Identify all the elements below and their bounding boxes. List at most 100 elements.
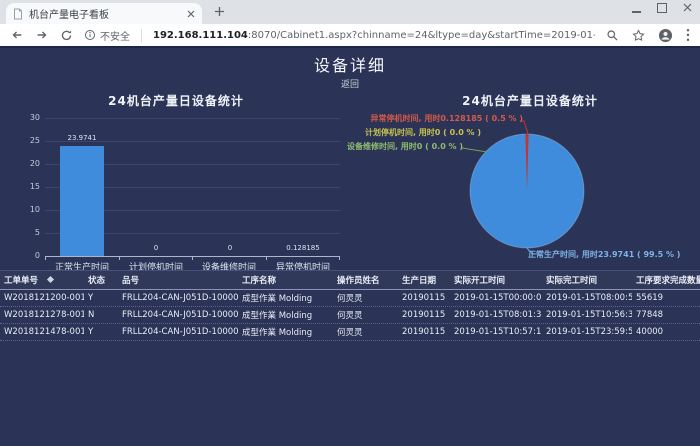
cell-required-qty: 55619 [636,293,664,303]
table-row: W2018121278-001 N FRLL204-CAN-J051D-1000… [0,307,700,324]
header-actual-finish: 实际完工时间 [546,276,598,286]
pie-label-normal: 正常生产时间, 用时23.9741 ( 99.5 % ) [528,250,681,259]
new-tab-button[interactable] [214,6,225,17]
x-axis-label: 设备维修时间 [201,263,256,273]
cell-operator: 何灵灵 [337,294,363,304]
pie-slice-abnormal [525,134,529,191]
bookmark-star-icon[interactable] [632,28,645,42]
reload-icon[interactable] [60,29,73,42]
cell-actual-finish: 2019-01-15T10:56:30.14 [546,310,632,320]
cell-work-order: W2018121478-001 [4,327,84,337]
gridline [45,141,340,142]
bar-value-label: 0.128185 [286,244,320,252]
work-order-table: 工单单号 状态 品号 工序名称 操作员姓名 生产日期 实际开工时间 实际完工时间… [0,270,700,341]
pie-chart-title: 24机台产量日设备统计 [462,94,598,108]
gridline [45,164,340,165]
header-operator: 操作员姓名 [337,276,380,286]
header-status: 状态 [88,276,106,286]
table-header-row: 工单单号 状态 品号 工序名称 操作员姓名 生产日期 实际开工时间 实际完工时间… [0,270,700,290]
bar-value-label: 0 [227,244,233,252]
header-actual-start: 实际开工时间 [454,276,506,286]
leader-line-normal [526,247,540,255]
bar-normal-production [60,146,104,256]
back-link[interactable]: 返回 [340,80,359,90]
pie-chart [461,120,585,255]
leader-line-abnormal [520,120,529,135]
page-favicon-icon [13,8,23,20]
back-icon[interactable] [10,28,24,42]
header-process-name: 工序名称 [242,276,277,286]
cell-required-qty: 40000 [636,327,664,337]
pie-label-abnormal: 异常停机时间, 用时0.128185 ( 0.5 % ) [370,114,523,123]
zoom-icon[interactable] [606,29,619,42]
address-separator [141,28,142,42]
window-controls [632,1,692,14]
cell-operator: 何灵灵 [337,328,363,338]
profile-avatar-icon[interactable] [658,28,673,43]
x-axis-tickmark [339,256,340,260]
cell-actual-finish: 2019-01-15T08:00:51.52 [546,293,632,303]
cell-production-date: 20190115 [402,327,446,337]
x-axis-label: 正常生产时间 [54,263,109,273]
forward-icon[interactable] [35,28,49,42]
cell-status: N [88,310,95,320]
url-path: :8070/Cabinet1.aspx?chinname=24&ltype=da… [247,29,595,41]
x-axis-tickmark [192,256,193,260]
address-bar: 不安全 192.168.111.104:8070/Cabinet1.aspx?c… [0,24,700,46]
gridline [45,233,340,234]
cell-actual-finish: 2019-01-15T23:59:51.75 [546,327,632,337]
y-axis-tick: 30 [29,113,40,122]
y-axis-tick: 0 [34,251,40,260]
y-axis-tick: 15 [29,182,40,191]
window-minimize-icon[interactable] [632,3,641,13]
tab-title: 机台产量电子看板 [29,10,109,21]
cell-status: Y [88,293,94,303]
cell-part-number: FRLL204-CAN-J051D-10000N [122,293,238,303]
x-axis-label: 异常停机时间 [275,263,330,273]
gridline [45,118,340,119]
y-axis-tick: 25 [29,136,40,145]
window-maximize-icon[interactable] [657,2,667,13]
sort-icon[interactable] [46,275,55,284]
content-divider [0,46,700,48]
gridline [45,210,340,211]
cell-production-date: 20190115 [402,293,446,303]
cell-actual-start: 2019-01-15T00:00:05.24 [454,293,542,303]
url-host: 192.168.111.104 [153,29,248,41]
pie-label-planned: 计划停机时间, 用时0 ( 0.0 % ) [364,128,481,137]
gridline [45,187,340,188]
header-work-order[interactable]: 工单单号 [0,274,84,286]
cell-operator: 何灵灵 [337,311,363,321]
cell-work-order: W2018121200-001 [4,293,84,303]
url-field[interactable]: 192.168.111.104:8070/Cabinet1.aspx?chinn… [153,30,595,41]
header-production-date: 生产日期 [402,276,437,286]
cell-process-name: 成型作業 Molding [242,311,313,321]
cell-required-qty: 77848 [636,310,664,320]
y-axis-tick: 20 [29,159,40,168]
y-axis-tick: 10 [29,205,40,214]
browser-tab[interactable]: 机台产量电子看板 [6,3,202,24]
cell-part-number: FRLL204-CAN-J051D-10000N [122,310,238,320]
header-required-qty: 工序要求完成数量 [636,276,700,286]
cell-work-order: W2018121278-001 [4,310,84,320]
x-axis-tickmark [119,256,120,260]
y-axis-tick: 5 [34,228,40,237]
pie-label-maintenance: 设备维修时间, 用时0 ( 0.0 % ) [346,142,463,151]
bar-chart-plot: 23.9741 0 0 0.128185 [45,118,340,260]
cell-process-name: 成型作業 Molding [242,328,313,338]
cell-part-number: FRLL204-CAN-J051D-10000N [122,327,238,337]
bar-value-label: 0 [153,244,159,252]
menu-dots-icon[interactable] [686,28,690,42]
tab-close-icon[interactable] [187,10,195,18]
window-close-icon[interactable] [683,3,692,12]
tab-strip: 机台产量电子看板 [0,0,700,24]
cell-production-date: 20190115 [402,310,446,320]
security-indicator[interactable]: 不安全 [84,28,130,43]
bar-value-label: 23.9741 [67,134,97,142]
table-row: W2018121478-001 Y FRLL204-CAN-J051D-1000… [0,324,700,341]
x-axis-tickmark [266,256,267,260]
table-row: W2018121200-001 Y FRLL204-CAN-J051D-1000… [0,290,700,307]
x-axis-label: 计划停机时间 [128,263,183,273]
bar-chart-title: 24机台产量日设备统计 [108,94,244,108]
